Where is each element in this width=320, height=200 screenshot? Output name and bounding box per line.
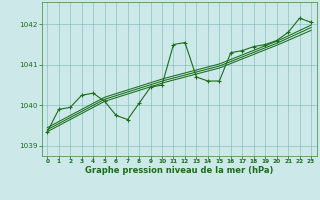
X-axis label: Graphe pression niveau de la mer (hPa): Graphe pression niveau de la mer (hPa): [85, 166, 273, 175]
